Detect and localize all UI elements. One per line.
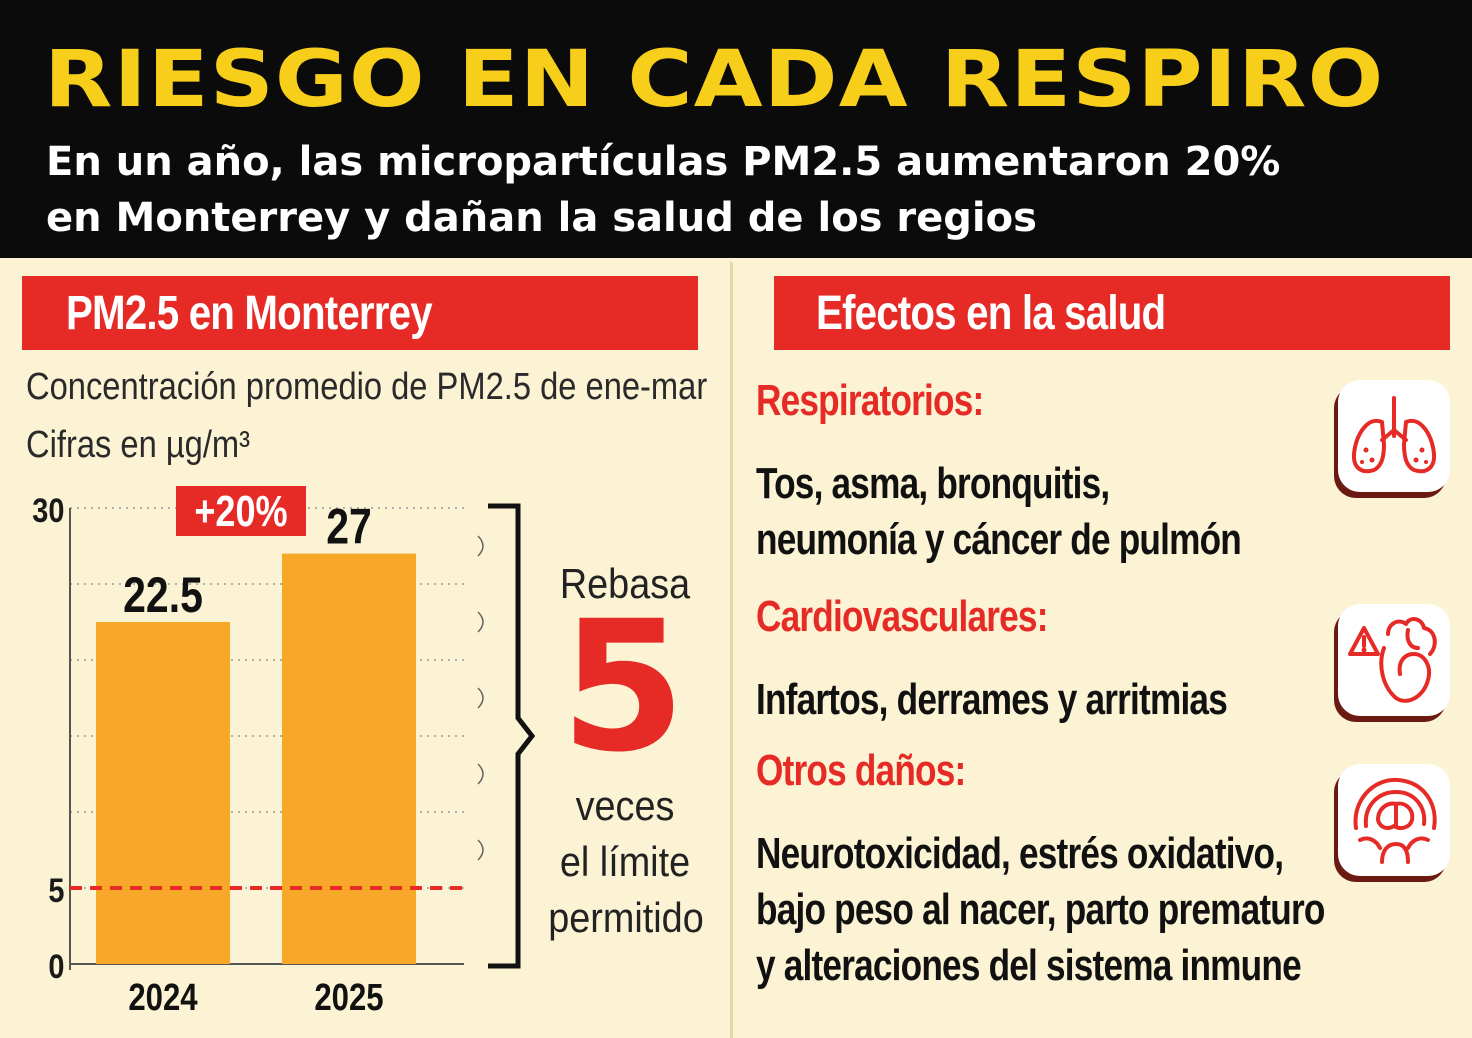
exceed-number: 5: [560, 583, 686, 792]
mini-brace: [477, 535, 484, 557]
pm25-bar-chart: 0 5 30 22.5 2024 27 2025 +20%: [32, 486, 536, 1019]
effect-description-cardio: Infartos, derrames y arritmias: [756, 675, 1228, 724]
heart-warning-icon: [1338, 604, 1450, 716]
bar-2025: [282, 553, 416, 964]
exceed-line-limite: el límite: [559, 838, 691, 885]
exceed-top-label: Rebasa: [559, 560, 691, 607]
x-tick-label-2024: 2024: [128, 977, 198, 1019]
x-tick-label-2025: 2025: [314, 977, 383, 1019]
left-section-title: PM2.5 en Monterrey: [66, 287, 433, 340]
chart-caption: Concentración promedio de PM2.5 de ene-m…: [26, 366, 708, 408]
page-subtitle: En un año, las micropartículas PM2.5 aum…: [46, 139, 1281, 241]
mini-brace: [477, 611, 484, 633]
chart-plot-area: 0 5 30 22.5 2024 27 2025 +20%: [32, 486, 536, 1019]
y-tick-label: 30: [32, 491, 64, 530]
page-title: RIESGO EN CADA RESPIRO: [44, 35, 1385, 125]
mini-brace: [477, 763, 484, 785]
increase-badge: [176, 486, 306, 536]
exceed-line-veces: veces: [575, 782, 675, 829]
column-divider: [730, 262, 733, 1038]
data-label-2024: 22.5: [123, 567, 203, 623]
effect-description-respiratory: Tos, asma, bronquitis, neumonía y cáncer…: [756, 459, 1242, 564]
header-banner: RIESGO EN CADA RESPIRO En un año, las mi…: [0, 0, 1472, 258]
head-brain-icon: [1338, 764, 1450, 876]
effect-category-other: Otros daños:: [756, 746, 966, 795]
y-tick-label: 0: [48, 947, 64, 986]
increase-badge-label: +20%: [194, 487, 287, 536]
effect-category-respiratory: Respiratorios:: [756, 376, 984, 425]
right-section-title: Efectos en la salud: [816, 287, 1166, 340]
exceed-line-permitido: permitido: [548, 894, 704, 941]
right-section-header: Efectos en la salud: [774, 276, 1450, 350]
effect-category-cardio: Cardiovasculares:: [756, 592, 1048, 641]
data-label-2025: 27: [326, 499, 372, 555]
mini-brace: [477, 687, 484, 709]
y-tick-label: 5: [48, 871, 64, 910]
effect-description-other: Neurotoxicidad, estrés oxidativo, bajo p…: [756, 829, 1325, 990]
left-section-header: PM2.5 en Monterrey: [22, 276, 698, 350]
mini-brace: [477, 839, 484, 861]
brace-bracket: [488, 503, 536, 969]
lungs-icon: [1338, 380, 1450, 492]
bar-2024: [96, 622, 230, 964]
chart-units: Cifras en µg/m³: [26, 424, 251, 466]
